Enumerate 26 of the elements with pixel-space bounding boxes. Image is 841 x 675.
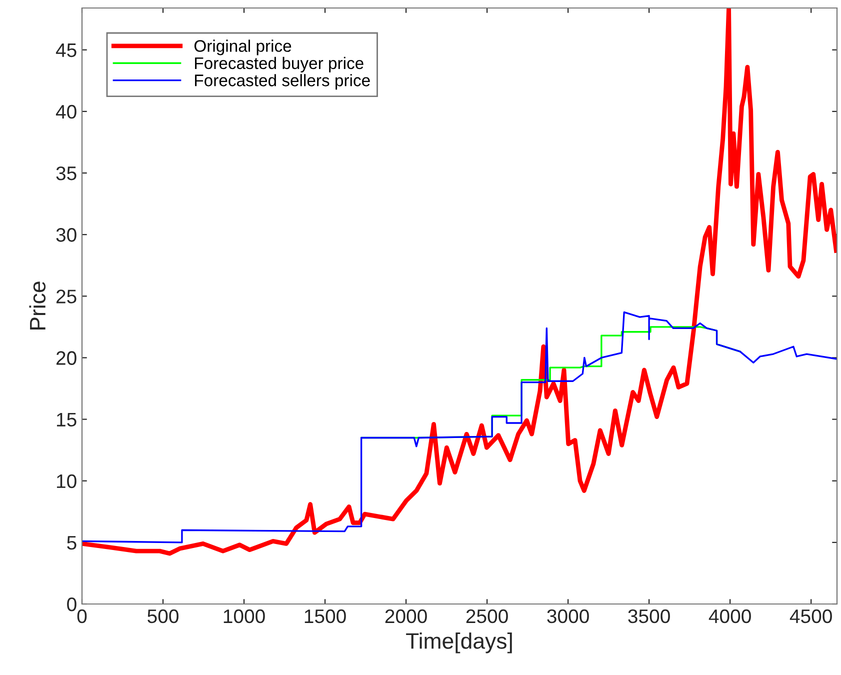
legend-label: Original price	[194, 40, 292, 56]
x-tick-label: 4000	[708, 609, 751, 624]
x-tick-label: 3000	[547, 609, 589, 624]
y-tick-label: 10	[56, 474, 76, 488]
line-series	[82, 311, 837, 544]
x-tick-label: 1500	[304, 609, 346, 624]
y-tick-label: 35	[56, 166, 76, 180]
legend-label: Forecasted buyer price	[195, 56, 364, 72]
y-tick-label: 20	[56, 351, 76, 365]
y-tick-label: 0	[67, 597, 76, 612]
x-tick-label: 4500	[790, 609, 832, 624]
x-tick-label: 0	[77, 609, 87, 624]
y-tick-label: 30	[56, 228, 76, 242]
x-tick-label: 500	[148, 609, 178, 624]
x-axis-title: Time[days]	[406, 632, 512, 654]
x-tick-label: 3500	[628, 609, 670, 624]
y-tick-label: 40	[56, 104, 76, 119]
y-tick-label: 25	[56, 290, 76, 304]
y-tick-label: 45	[56, 44, 76, 58]
x-tick-label: 2500	[466, 609, 508, 624]
x-tick-label: 2000	[385, 609, 427, 624]
y-tick-label: 5	[67, 536, 76, 550]
y-tick-label: 15	[56, 412, 76, 427]
x-tick-label: 1000	[224, 609, 265, 624]
y-axis-title: Price	[29, 282, 46, 330]
legend-label: Forecasted sellers price	[195, 74, 370, 90]
